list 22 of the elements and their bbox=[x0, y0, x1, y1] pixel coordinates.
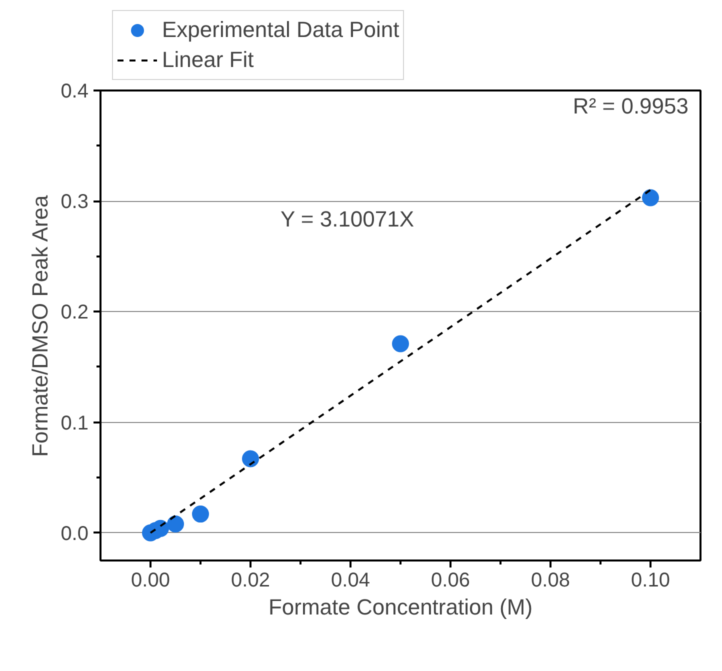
legend-label: Linear Fit bbox=[162, 46, 254, 74]
y-tick-label: 0.3 bbox=[60, 191, 89, 214]
point bbox=[167, 516, 184, 532]
x-tick-label: 0.06 bbox=[431, 570, 470, 592]
x-axis-title: Formate Concentration (M) bbox=[268, 594, 533, 620]
x-tick-label: 0.04 bbox=[331, 570, 370, 592]
y-tick-label: 0.1 bbox=[60, 412, 89, 434]
annotation: R² = 0.9953 bbox=[572, 94, 689, 119]
x-tick-label: 0.00 bbox=[131, 570, 170, 592]
x-tick-label: 0.08 bbox=[531, 570, 570, 592]
y-tick-label: 0.4 bbox=[60, 80, 89, 102]
annotation: Y = 3.10071X bbox=[280, 206, 414, 232]
x-tick-label: 0.10 bbox=[631, 570, 670, 592]
y-tick-label: 0.2 bbox=[60, 302, 89, 324]
x-tick-label: 0.02 bbox=[231, 570, 270, 592]
point bbox=[392, 335, 409, 352]
point bbox=[642, 189, 659, 206]
y-axis-title: Formate/DMSO Peak Area bbox=[28, 194, 53, 457]
y-tick-label: 0.0 bbox=[60, 522, 89, 545]
point bbox=[242, 450, 259, 468]
point bbox=[192, 506, 209, 523]
legend-label: Experimental Data Point bbox=[162, 16, 400, 44]
